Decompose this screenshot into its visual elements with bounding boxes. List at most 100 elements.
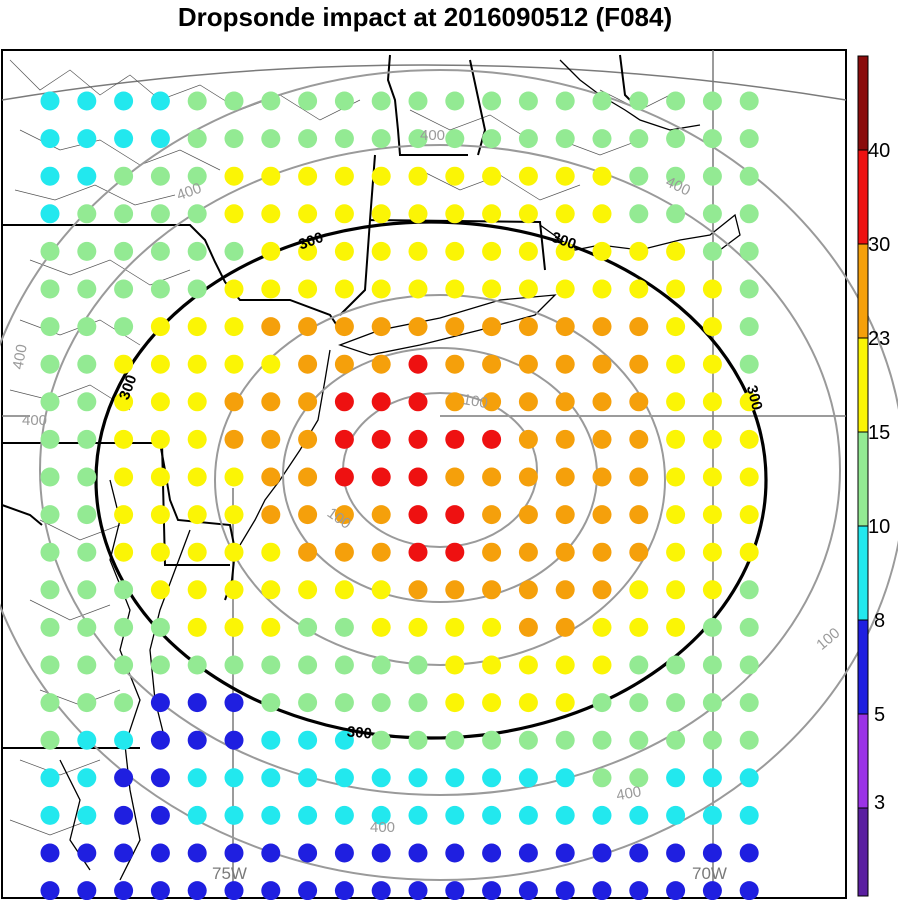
impact-dot <box>592 843 612 863</box>
impact-dot <box>334 768 354 788</box>
ny-vt-border <box>386 54 468 156</box>
impact-dot <box>408 354 428 374</box>
impact-dot <box>371 166 391 186</box>
impact-dot <box>739 730 759 750</box>
impact-dot <box>482 542 502 562</box>
impact-dot <box>629 91 649 111</box>
impact-dot <box>445 805 465 825</box>
impact-dot <box>334 617 354 637</box>
impact-dot <box>518 843 538 863</box>
impact-dot <box>40 429 60 449</box>
colorbar-box-10 <box>857 525 869 621</box>
impact-dot <box>224 881 244 900</box>
impact-dot <box>592 805 612 825</box>
impact-dot <box>592 129 612 149</box>
impact-dot <box>371 241 391 261</box>
impact-dot <box>408 805 428 825</box>
contours <box>0 69 898 881</box>
impact-dot <box>114 580 134 600</box>
impact-dot <box>114 730 134 750</box>
impact-dot <box>261 241 281 261</box>
impact-dot <box>518 166 538 186</box>
impact-dot <box>187 429 207 449</box>
impact-dot <box>114 429 134 449</box>
impact-dot <box>592 617 612 637</box>
impact-dot <box>666 129 686 149</box>
colorbar-boxes <box>857 55 869 897</box>
impact-dot <box>408 392 428 412</box>
impact-dot <box>40 693 60 713</box>
impact-dot <box>298 693 318 713</box>
impact-dot <box>739 166 759 186</box>
impact-dot <box>629 505 649 525</box>
impact-dot <box>77 693 97 713</box>
impact-dot <box>518 617 538 637</box>
impact-dot <box>224 204 244 224</box>
impact-dot <box>592 467 612 487</box>
impact-dot <box>629 354 649 374</box>
impact-dot <box>40 881 60 900</box>
impact-dot <box>482 843 502 863</box>
impact-dot <box>445 542 465 562</box>
impact-dot <box>518 241 538 261</box>
impact-dot <box>629 881 649 900</box>
impact-dot <box>77 354 97 374</box>
impact-dot <box>592 317 612 337</box>
impact-dot <box>261 655 281 675</box>
graticule-arc <box>1 64 847 101</box>
impact-dot <box>408 843 428 863</box>
impact-dot <box>702 881 722 900</box>
impact-dot <box>40 204 60 224</box>
impact-dot <box>702 467 722 487</box>
impact-dot <box>371 693 391 713</box>
impact-dot <box>482 693 502 713</box>
impact-dot <box>702 354 722 374</box>
impact-dot <box>482 768 502 788</box>
impact-dot <box>555 881 575 900</box>
impact-dot <box>555 655 575 675</box>
impact-dot <box>298 204 318 224</box>
impact-dot <box>555 91 575 111</box>
md-wv-border <box>1 504 43 526</box>
impact-dot <box>261 279 281 299</box>
impact-dot <box>334 881 354 900</box>
impact-dot <box>334 241 354 261</box>
impact-dot <box>187 317 207 337</box>
impact-dot <box>77 542 97 562</box>
impact-dot <box>298 843 318 863</box>
impact-dot <box>77 580 97 600</box>
impact-dot <box>371 730 391 750</box>
impact-dot <box>408 505 428 525</box>
impact-dot <box>518 805 538 825</box>
impact-dot <box>114 279 134 299</box>
impact-dot <box>334 354 354 374</box>
impact-dot <box>261 204 281 224</box>
impact-dot <box>445 693 465 713</box>
impact-dot <box>629 166 649 186</box>
impact-dot <box>224 655 244 675</box>
impact-dot <box>150 392 170 412</box>
impact-dot <box>224 467 244 487</box>
impact-dot <box>445 843 465 863</box>
impact-dot <box>77 429 97 449</box>
colorbar-label: 40 <box>868 140 890 162</box>
impact-dot <box>261 617 281 637</box>
impact-dot <box>702 241 722 261</box>
impact-dot <box>482 467 502 487</box>
impact-dot <box>298 542 318 562</box>
colorbar-box-23 <box>857 337 869 433</box>
impact-dot <box>40 843 60 863</box>
impact-dot <box>334 505 354 525</box>
impact-dot <box>261 467 281 487</box>
impact-dot <box>371 505 391 525</box>
impact-dot <box>445 617 465 637</box>
impact-dot <box>150 354 170 374</box>
impact-dot <box>629 542 649 562</box>
contour-label: 400 <box>10 343 31 371</box>
label-70w: 70W <box>692 864 727 883</box>
impact-dot <box>592 693 612 713</box>
impact-dot <box>592 542 612 562</box>
colorbar-label: 5 <box>874 704 885 726</box>
impact-dot <box>739 881 759 900</box>
